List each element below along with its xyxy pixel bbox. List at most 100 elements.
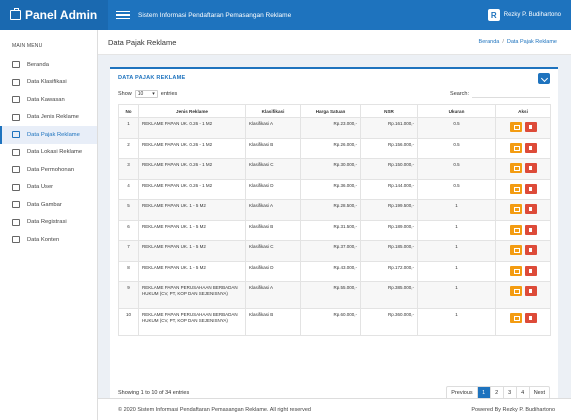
pager-page-2[interactable]: 2 (489, 386, 503, 400)
page-title: Data Pajak Reklame (108, 37, 177, 47)
edit-button[interactable] (509, 286, 522, 296)
cell-jenis: REKLAME PAPAN UK. 0.26 - 1 M2 (138, 117, 246, 139)
table-row: 3 REKLAME PAPAN UK. 0.26 - 1 M2 Klasifikas… (118, 158, 551, 180)
cell-jenis: REKLAME PAPAN PERUSAHAAN BERBADAN HUKUM … (138, 308, 246, 336)
col-header-jenis[interactable]: Jenis Reklame (138, 104, 246, 118)
delete-button[interactable] (524, 204, 537, 214)
sidebar-item-kawasan[interactable]: Data Kawasan (0, 91, 97, 109)
cell-no: 2 (118, 137, 139, 159)
sidebar-item-klasifikasi[interactable]: Data Klasifikasi (0, 74, 97, 92)
cell-jenis: REKLAME PAPAN UK. 0.26 - 1 M2 (138, 137, 246, 159)
search-label: Search: (450, 91, 469, 97)
entries-select[interactable]: 10 ▾ (134, 90, 158, 98)
cell-nsr: Rp.172.000,- (360, 260, 418, 282)
home-icon (12, 61, 20, 69)
cell-klasifikasi: Klasifikasi B (245, 219, 301, 241)
pager-page-3[interactable]: 3 (502, 386, 516, 400)
search-input[interactable] (472, 90, 550, 98)
cell-klasifikasi: Klasifikasi B (245, 137, 301, 159)
delete-button[interactable] (524, 245, 537, 255)
cell-no: 6 (118, 219, 139, 241)
edit-button[interactable] (509, 313, 522, 323)
sidebar-item-jenis-reklame[interactable]: Data Jenis Reklame (0, 109, 97, 127)
delete-button[interactable] (524, 286, 537, 296)
cell-klasifikasi: Klasifikasi A (245, 199, 301, 221)
cell-harga: Rp.26.000,- (300, 137, 361, 159)
cell-nsr: Rp.189.000,- (360, 219, 418, 241)
col-header-ukuran[interactable]: Ukuran (417, 104, 496, 118)
cell-jenis: REKLAME PAPAN UK. 0.26 - 1 M2 (138, 158, 246, 180)
brand[interactable]: Panel Admin (0, 0, 108, 30)
briefcase-icon (10, 8, 21, 20)
cell-no: 8 (118, 260, 139, 282)
table-row: 1 REKLAME PAPAN UK. 0.26 - 1 M2 Klasifikas… (118, 117, 551, 139)
delete-button[interactable] (524, 122, 537, 132)
cell-klasifikasi: Klasifikasi D (245, 178, 301, 200)
cell-aksi (495, 117, 551, 139)
delete-button[interactable] (524, 313, 537, 323)
sidebar-item-label: Data Pajak Reklame (27, 131, 80, 138)
cell-klasifikasi: Klasifikasi D (245, 260, 301, 282)
cell-harga: Rp.30.000,- (300, 158, 361, 180)
entries-value: 10 (137, 91, 144, 97)
sidebar-item-lokasi-reklame[interactable]: Data Lokasi Reklame (0, 144, 97, 162)
edit-button[interactable] (509, 122, 522, 132)
table-row: 9 REKLAME PAPAN PERUSAHAAN BERBADAN HUKUM… (118, 281, 551, 309)
col-header-no[interactable]: No (118, 104, 139, 118)
breadcrumb-separator: / (502, 39, 504, 45)
cell-jenis: REKLAME PAPAN UK. 0.26 - 1 M2 (138, 178, 246, 200)
document-icon (12, 166, 20, 174)
sidebar-item-konten[interactable]: Data Konten (0, 231, 97, 249)
sidebar-item-gambar[interactable]: Data Gambar (0, 196, 97, 214)
cell-jenis: REKLAME PAPAN PERUSAHAAN BERBADAN HUKUM … (138, 281, 246, 309)
col-header-nsr[interactable]: NSR (360, 104, 418, 118)
sidebar-heading: MAIN MENU (12, 43, 43, 49)
pager-page-1[interactable]: 1 (476, 386, 490, 400)
cell-ukuran: 1 (417, 199, 496, 221)
col-header-klasifikasi[interactable]: Klasifikasi (245, 104, 301, 118)
menu-toggle-icon[interactable] (116, 10, 130, 20)
sidebar-item-beranda[interactable]: Beranda (0, 56, 97, 74)
sidebar-item-pajak-reklame[interactable]: Data Pajak Reklame (0, 126, 97, 144)
edit-button[interactable] (509, 265, 522, 276)
cell-ukuran: 1 (417, 219, 496, 241)
sidebar-item-permohonan[interactable]: Data Permohonan (0, 161, 97, 179)
cell-nsr: Rp.156.000,- (360, 137, 418, 159)
edit-button[interactable] (509, 204, 522, 214)
breadcrumb-home[interactable]: Beranda (478, 39, 500, 45)
user-menu[interactable]: R Rezky P. Budihartono (487, 9, 571, 21)
add-button[interactable] (538, 72, 550, 84)
data-card: DATA PAJAK REKLAME Show 10 ▾ entries Sear… (110, 67, 558, 406)
table-info: Showing 1 to 10 of 34 entries (118, 390, 190, 396)
pager-page-4[interactable]: 4 (515, 386, 529, 400)
table-row: 7 REKLAME PAPAN UK. 1 - 5 M2 Klasifikasi C… (118, 240, 551, 262)
cell-no: 9 (118, 281, 139, 309)
sidebar-item-registrasi[interactable]: Data Registrasi (0, 214, 97, 232)
delete-button[interactable] (524, 163, 537, 173)
cell-ukuran: 0.5 (417, 137, 496, 159)
pager-next[interactable]: Next (528, 386, 549, 400)
registration-icon (12, 218, 20, 226)
delete-button[interactable] (524, 183, 537, 194)
edit-button[interactable] (509, 183, 522, 194)
table-row: 6 REKLAME PAPAN UK. 1 - 5 M2 Klasifikasi B… (118, 219, 551, 241)
sidebar-item-user[interactable]: Data User (0, 179, 97, 197)
delete-button[interactable] (524, 224, 537, 235)
cell-ukuran: 1 (417, 281, 496, 309)
pager-previous[interactable]: Previous (451, 390, 473, 396)
cell-harga: Rp.43.000,- (300, 260, 361, 282)
sidebar-item-label: Data Jenis Reklame (27, 114, 79, 121)
edit-button[interactable] (509, 245, 522, 255)
col-header-harga[interactable]: Harga Satuan (300, 104, 361, 118)
cell-aksi (495, 158, 551, 180)
footer-powered: Powered By Rezky P. Budihartono (471, 406, 555, 413)
cell-nsr: Rp.385.000,- (360, 281, 418, 309)
edit-button[interactable] (509, 163, 522, 173)
cell-no: 1 (118, 117, 139, 139)
cell-ukuran: 1 (417, 260, 496, 282)
delete-button[interactable] (524, 142, 537, 153)
delete-button[interactable] (524, 265, 537, 276)
edit-button[interactable] (509, 224, 522, 235)
edit-button[interactable] (509, 142, 522, 153)
cell-jenis: REKLAME PAPAN UK. 1 - 5 M2 (138, 260, 246, 282)
